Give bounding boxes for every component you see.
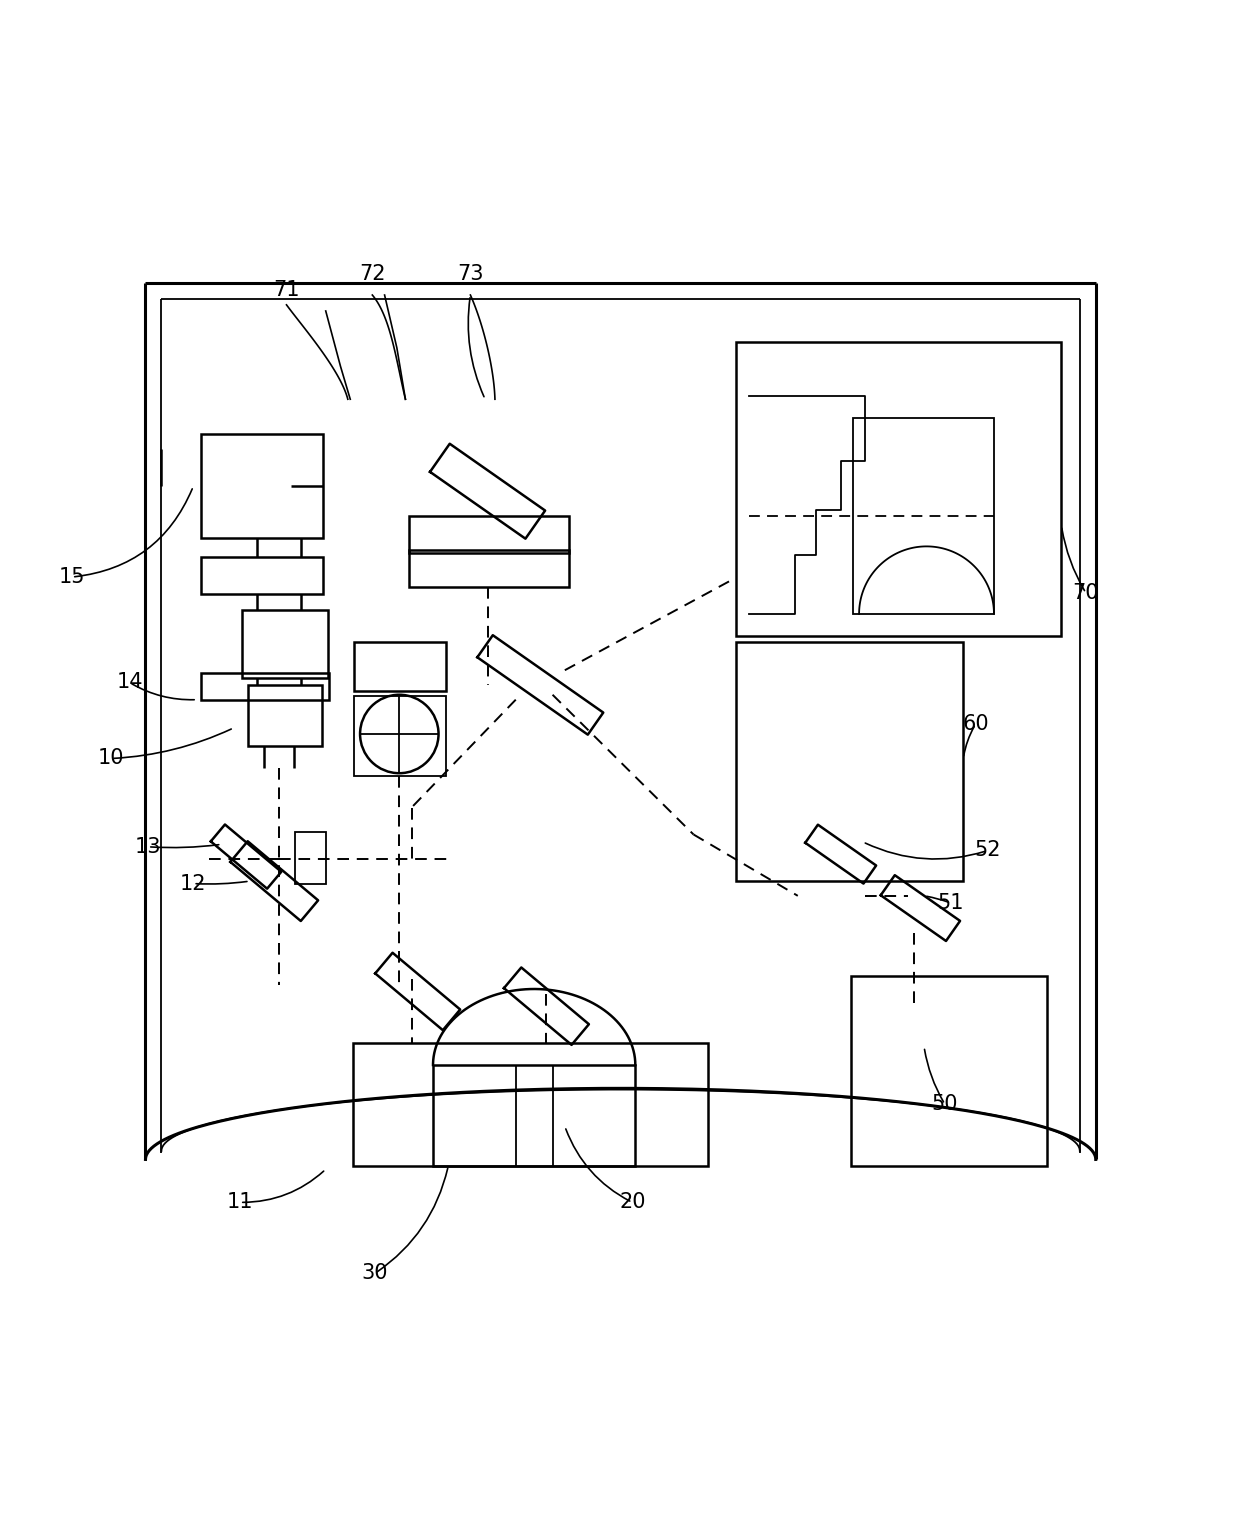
Bar [409, 551, 568, 587]
Bar [295, 831, 326, 883]
Text: 60: 60 [962, 715, 988, 734]
Text: 73: 73 [458, 264, 484, 284]
Text: 72: 72 [360, 264, 386, 284]
Text: 71: 71 [273, 281, 300, 300]
Text: 20: 20 [619, 1192, 646, 1212]
Bar [353, 642, 446, 692]
Text: 13: 13 [135, 837, 161, 857]
Bar [409, 516, 568, 552]
Bar [201, 557, 324, 595]
Bar [201, 672, 330, 699]
Text: 11: 11 [227, 1192, 253, 1212]
Text: 15: 15 [58, 567, 86, 587]
Bar [352, 1044, 708, 1165]
Bar [737, 341, 1061, 636]
Text: 50: 50 [931, 1094, 959, 1115]
Text: 14: 14 [117, 672, 143, 692]
Text: 30: 30 [362, 1264, 388, 1283]
Text: 70: 70 [1073, 583, 1099, 602]
Text: 52: 52 [975, 840, 1001, 860]
Text: 51: 51 [937, 894, 965, 913]
Bar [242, 610, 329, 678]
Text: 10: 10 [98, 748, 124, 769]
Bar [853, 417, 994, 614]
Bar [353, 696, 446, 775]
Bar [201, 434, 324, 539]
Bar [248, 686, 322, 746]
Bar [851, 975, 1047, 1165]
Bar [737, 642, 963, 881]
Bar [433, 1065, 635, 1165]
Text: 12: 12 [180, 874, 207, 894]
